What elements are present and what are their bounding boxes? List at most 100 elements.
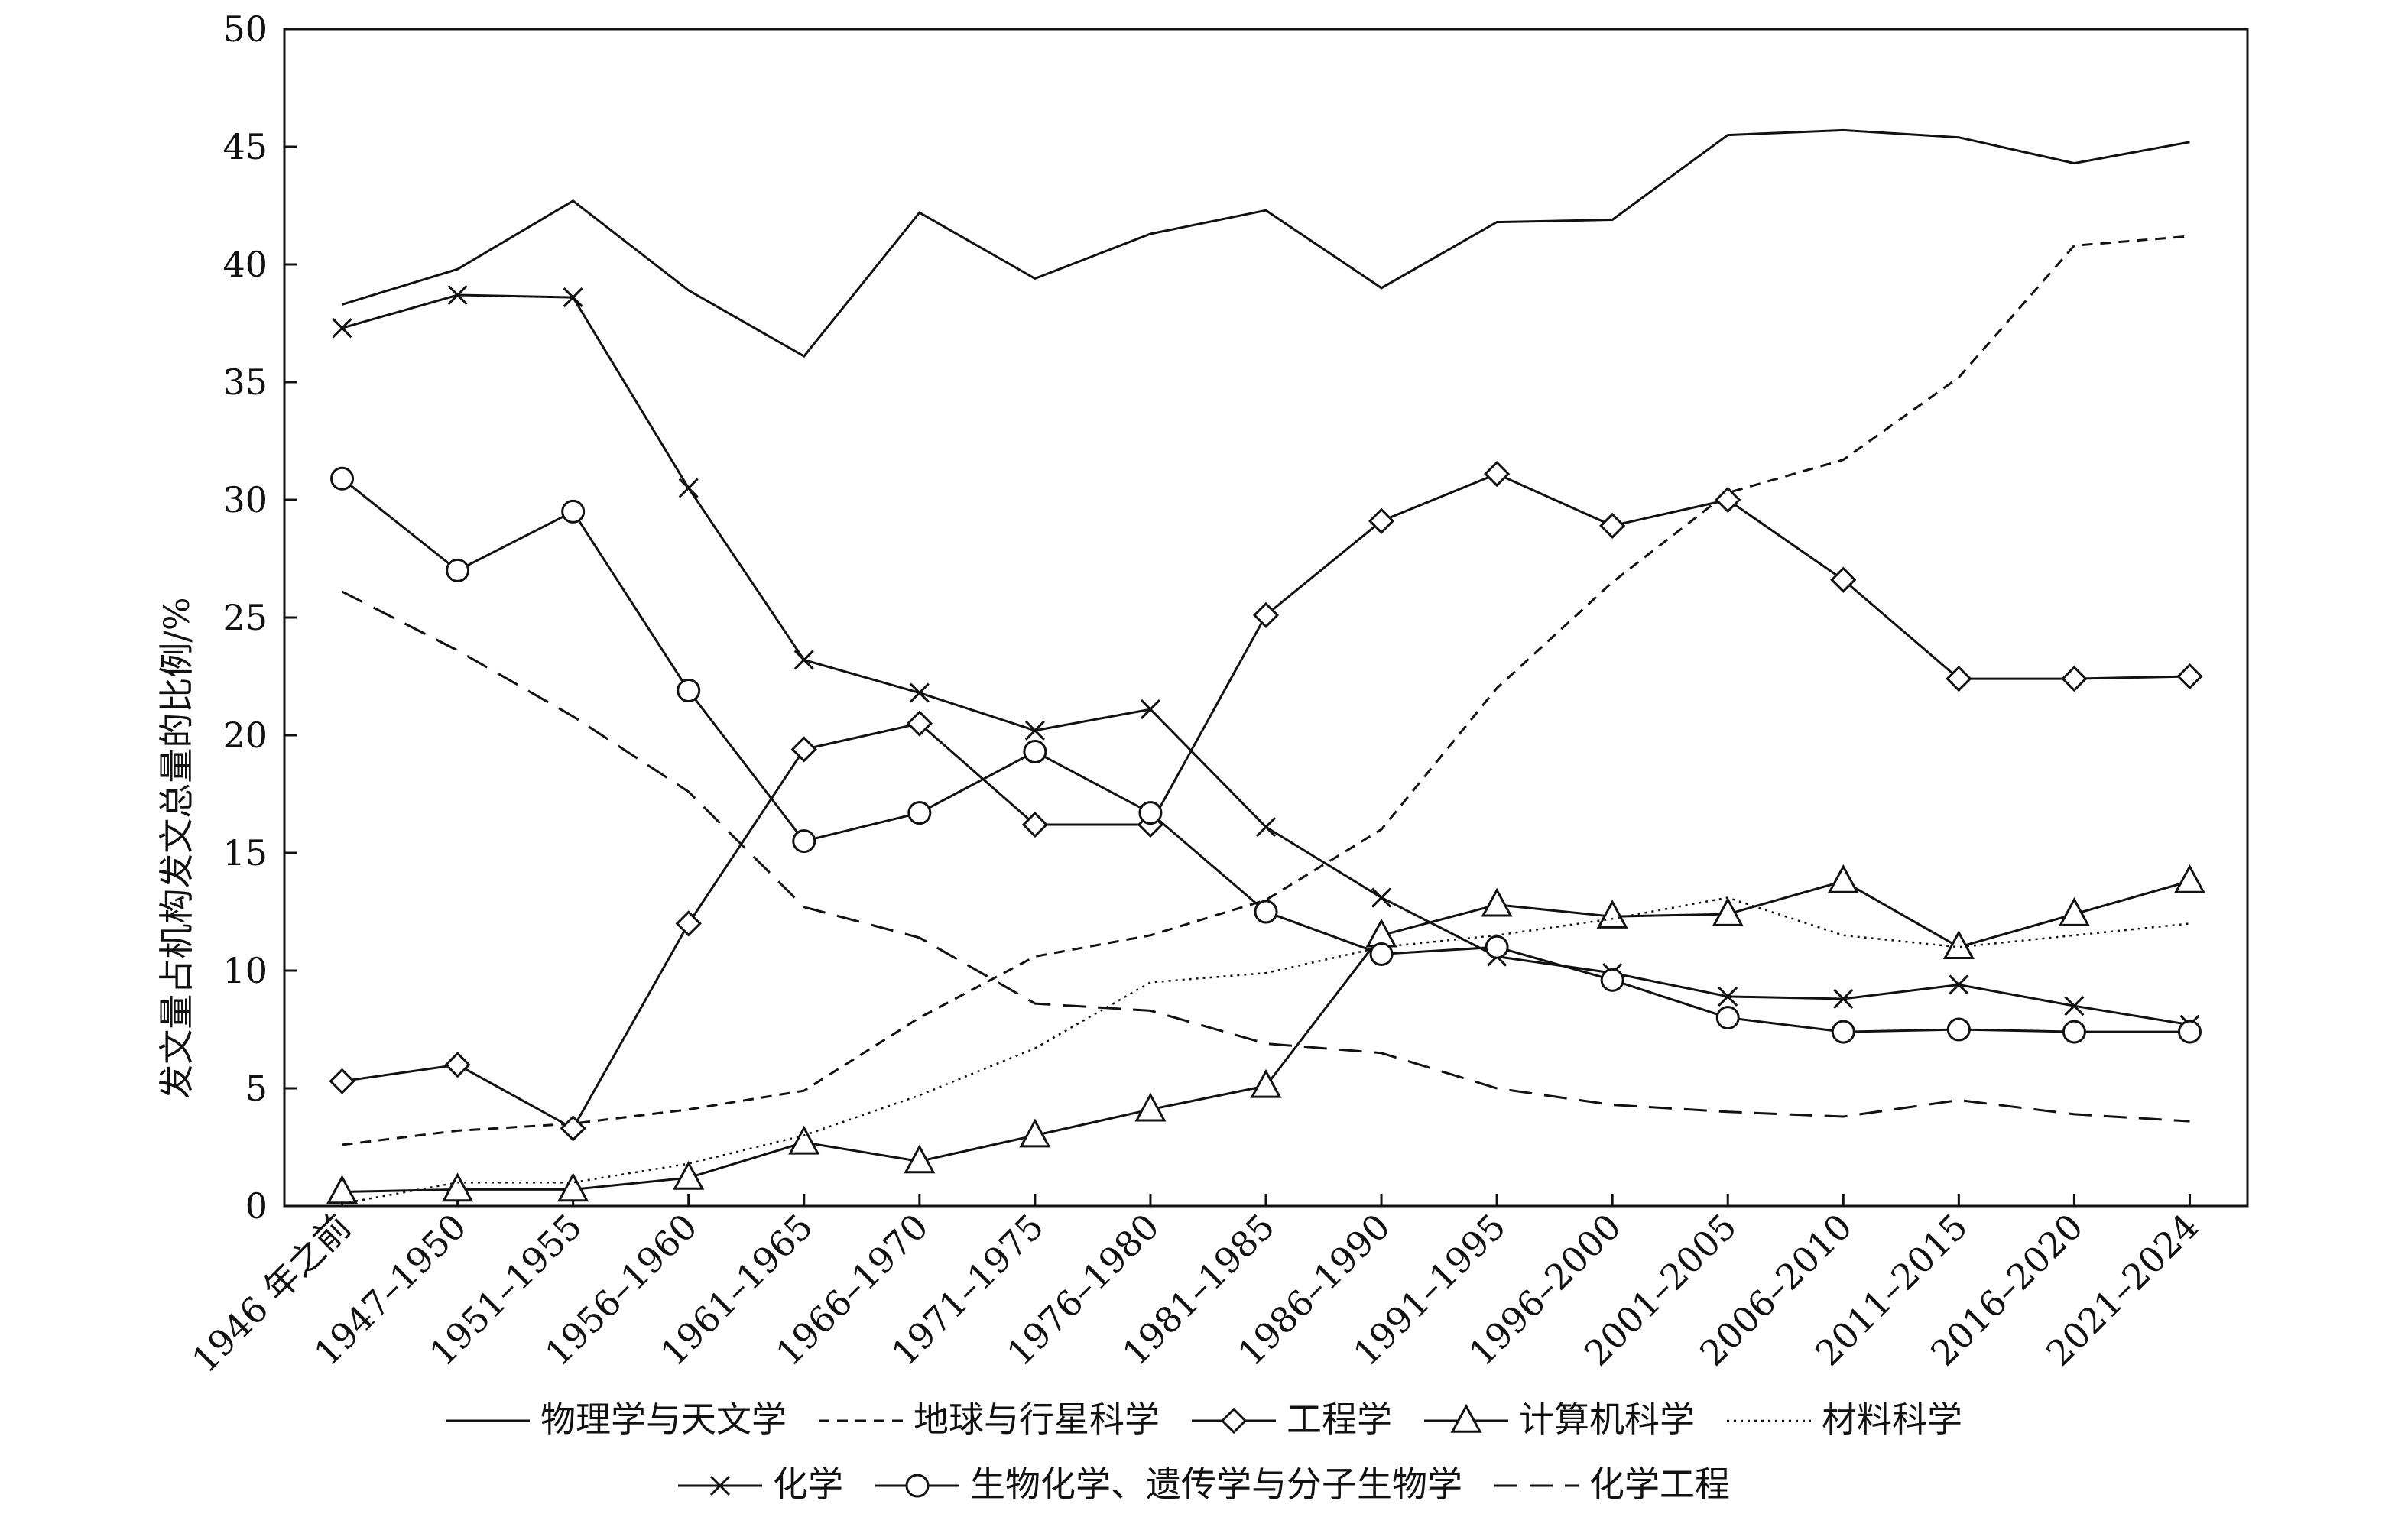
data-point (2058, 896, 2090, 926)
legend-label: 计算机科学 (1519, 1399, 1695, 1440)
data-point (1483, 460, 1511, 488)
data-point (1715, 486, 1741, 514)
series-line (341, 590, 2190, 1123)
data-point (1718, 986, 1738, 1007)
data-point (1255, 817, 1277, 838)
legend-label: 地球与行星科学 (914, 1399, 1160, 1440)
data-point (793, 650, 814, 670)
data-point (1600, 968, 1624, 992)
series-layer (326, 128, 2206, 1205)
data-point (2173, 864, 2206, 893)
data-point (2064, 996, 2085, 1016)
y-tick-label: 45 (222, 126, 268, 167)
data-point (1254, 900, 1278, 924)
data-point (561, 499, 586, 524)
data-point (2062, 1020, 2086, 1044)
data-point (1021, 811, 1049, 838)
data-point (1715, 1006, 1740, 1030)
data-point (330, 466, 355, 491)
series-5 (342, 896, 2190, 1205)
legend-item: 生物化学、遗传学与分子生物学 (875, 1464, 1462, 1505)
data-point (1596, 900, 1628, 929)
data-point (677, 678, 701, 702)
data-point (1831, 1020, 1855, 1044)
data-point (1250, 1068, 1282, 1098)
data-point (1481, 887, 1513, 917)
y-tick-label: 35 (222, 361, 268, 403)
legend-marker (1220, 1407, 1248, 1435)
data-point (673, 1160, 705, 1190)
data-point (1949, 974, 1969, 995)
legend-marker (709, 1475, 731, 1496)
data-point (1830, 566, 1857, 593)
legend-label: 化学 (773, 1464, 843, 1505)
data-point (1024, 720, 1045, 741)
data-point (326, 1175, 359, 1204)
data-point (557, 1172, 589, 1202)
legend-item: 化学 (678, 1464, 843, 1505)
y-tick-label: 25 (222, 597, 268, 638)
legend-label: 材料科学 (1822, 1399, 1962, 1440)
data-point (332, 318, 352, 339)
data-point (444, 1052, 471, 1078)
data-point (442, 1172, 474, 1202)
data-point (907, 801, 932, 825)
data-point (1942, 930, 1975, 959)
series-3 (329, 460, 2203, 1142)
data-point (1946, 1017, 1971, 1042)
data-point (1368, 507, 1395, 534)
legend-item: 地球与行星科学 (819, 1399, 1160, 1440)
data-point (2176, 663, 2203, 690)
legend-label: 生物化学、遗传学与分子生物学 (970, 1464, 1462, 1505)
data-point (792, 829, 816, 854)
series-4 (326, 864, 2206, 1204)
data-point (1138, 801, 1163, 825)
series-6 (332, 284, 2200, 1035)
data-point (329, 1068, 355, 1094)
legend-item: 物理学与天文学 (446, 1399, 787, 1440)
data-point (563, 287, 583, 308)
data-point (678, 478, 699, 498)
x-tick-labels: 1946 年之前1947–19501951–19551956–19601961–… (183, 1206, 2206, 1381)
data-point (788, 1125, 820, 1155)
data-point (2177, 1020, 2202, 1044)
y-tick-label: 50 (222, 8, 268, 50)
series-line (342, 880, 2190, 1193)
legend-item: 计算机科学 (1424, 1399, 1695, 1440)
series-1 (342, 128, 2190, 358)
data-point (906, 710, 933, 737)
data-point (1599, 512, 1626, 540)
data-point (1946, 665, 1972, 692)
y-tick-label: 30 (222, 479, 268, 520)
legend-item: 化学工程 (1494, 1464, 1730, 1505)
data-point (675, 910, 702, 937)
data-point (1827, 864, 1859, 893)
legend-label: 物理学与天文学 (540, 1399, 787, 1440)
data-point (1369, 942, 1394, 966)
data-point (1023, 740, 1047, 764)
data-point (447, 284, 468, 306)
data-point (909, 682, 930, 703)
series-line (342, 896, 2190, 1205)
data-point (1134, 1092, 1167, 1122)
data-point (1019, 1118, 1051, 1148)
data-point (1833, 988, 1854, 1010)
series-line (341, 478, 2190, 1033)
legend-marker (905, 1474, 930, 1498)
legend-marker (1450, 1403, 1482, 1433)
data-point (790, 736, 817, 763)
y-tick-label: 0 (245, 1185, 268, 1227)
data-point (1712, 896, 1744, 926)
data-point (1140, 699, 1161, 720)
y-tick-labels: 0 5 10 15 20 25 30 35 40 45 50 (222, 8, 268, 1227)
legend-label: 工程学 (1287, 1399, 1392, 1440)
legend-item: 材料科学 (1727, 1399, 1962, 1440)
legend-label: 化学工程 (1589, 1464, 1730, 1505)
series-7 (330, 466, 2202, 1044)
y-tick-label: 20 (222, 715, 268, 756)
y-tick-label: 40 (222, 244, 268, 285)
data-point (2061, 665, 2088, 692)
data-point (1252, 601, 1280, 629)
